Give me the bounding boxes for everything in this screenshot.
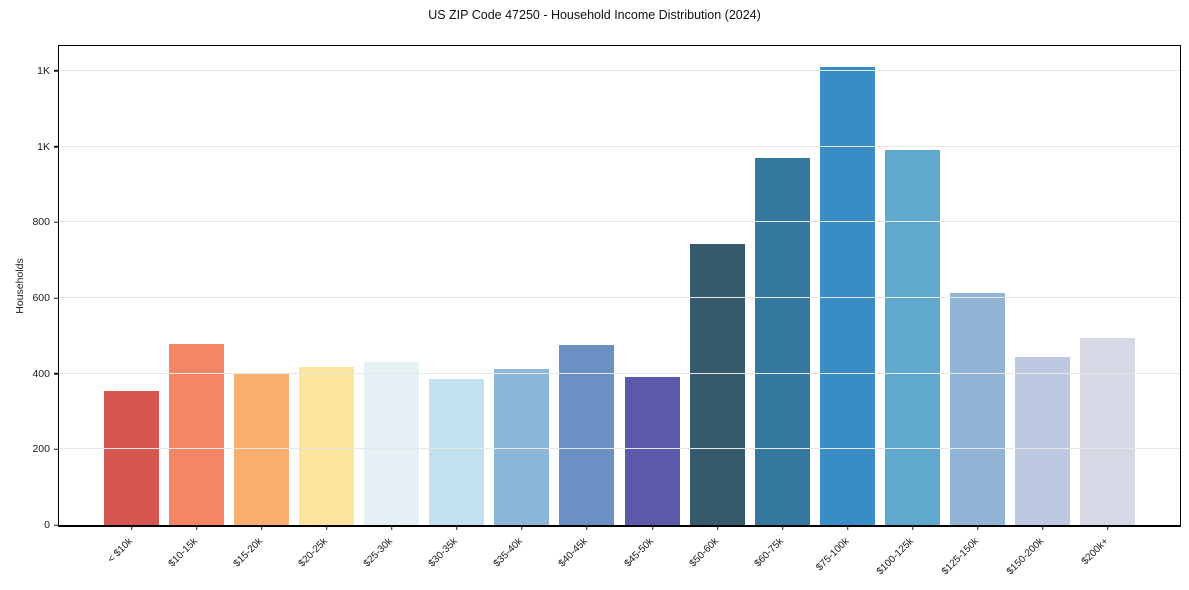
x-tick-label: $100-125k — [875, 536, 917, 578]
x-tick-label: $45-50k — [622, 536, 657, 570]
x-tick-mark — [1041, 525, 1044, 530]
plot-area: 0 200 400 600 800 1K 1K — [32, 45, 1181, 531]
y-tick-label: 200 — [32, 443, 50, 456]
bar-30-35k — [429, 378, 485, 525]
bar-25-30k — [364, 361, 420, 525]
x-tick-label: < $10k — [106, 536, 136, 566]
x-tick-mark — [716, 525, 719, 530]
y-tick-label: 600 — [32, 292, 50, 304]
x-tick-mark — [455, 525, 458, 530]
x-tick-label: $125-150k — [940, 536, 982, 578]
x-tick-label: $35-40k — [491, 536, 526, 570]
x-tick-label: $60-75k — [752, 536, 787, 570]
y-tick-mark — [54, 448, 59, 451]
x-tick-label: $200k+ — [1080, 536, 1112, 568]
bar-40-45k — [559, 344, 615, 525]
x-tick-mark — [260, 525, 263, 530]
bar-50-60k — [689, 243, 745, 525]
x-tick-label: $75-100k — [814, 536, 852, 574]
x-tick-label: $15-20k — [231, 536, 266, 570]
x-tick-mark — [520, 525, 523, 530]
bar-10k — [104, 390, 159, 525]
x-tick-mark — [976, 525, 979, 530]
gridline — [59, 221, 1180, 223]
x-tick-mark — [390, 525, 393, 530]
x-tick-mark — [130, 525, 133, 530]
y-axis-label: Households — [14, 258, 26, 314]
y-tick-mark — [54, 372, 59, 375]
chart-title: US ZIP Code 47250 - Household Income Dis… — [428, 8, 761, 22]
x-tick-label: $20-25k — [296, 536, 331, 570]
gridline — [59, 372, 1180, 374]
x-tick-label: $40-45k — [556, 536, 591, 570]
bar-10-15k — [169, 344, 225, 525]
y-tick-label: 1K — [37, 64, 50, 77]
bar-150-200k — [1014, 356, 1070, 525]
y-tick-label: 1K — [37, 140, 50, 153]
bar-125-150k — [949, 293, 1005, 525]
x-tick-mark — [781, 525, 784, 530]
bar-100-125k — [884, 149, 940, 525]
x-tick-mark — [911, 525, 914, 530]
gridline — [59, 448, 1180, 450]
y-tick-mark — [54, 297, 59, 299]
y-tick-mark — [54, 145, 59, 148]
x-tick-label: $25-30k — [361, 536, 396, 570]
y-tick-mark — [54, 524, 59, 526]
bar-200k — [1079, 337, 1135, 525]
y-tick-label: 800 — [32, 216, 50, 229]
y-tick-label: 400 — [32, 367, 50, 380]
x-tick-mark — [195, 525, 198, 530]
x-tick-label: $50-60k — [687, 536, 722, 570]
y-tick-mark — [54, 70, 59, 72]
bars-row — [59, 46, 1180, 525]
x-tick-mark — [846, 525, 849, 530]
bar-20-25k — [299, 366, 355, 525]
x-tick-label: $10-15k — [166, 536, 201, 570]
x-tick-label: $150-200k — [1005, 536, 1047, 578]
x-tick-mark — [651, 525, 654, 530]
x-tick-mark — [585, 525, 588, 530]
bar-35-40k — [494, 369, 550, 525]
gridline — [59, 145, 1180, 147]
y-tick-mark — [54, 221, 59, 224]
gridline — [59, 297, 1180, 298]
x-tick-mark — [1106, 525, 1109, 530]
x-tick-mark — [325, 525, 328, 530]
y-tick-label: 0 — [44, 519, 50, 531]
bar-45-50k — [624, 377, 680, 525]
gridline — [59, 69, 1180, 71]
bar-60-75k — [754, 158, 810, 525]
x-tick-label: $30-35k — [426, 536, 461, 570]
